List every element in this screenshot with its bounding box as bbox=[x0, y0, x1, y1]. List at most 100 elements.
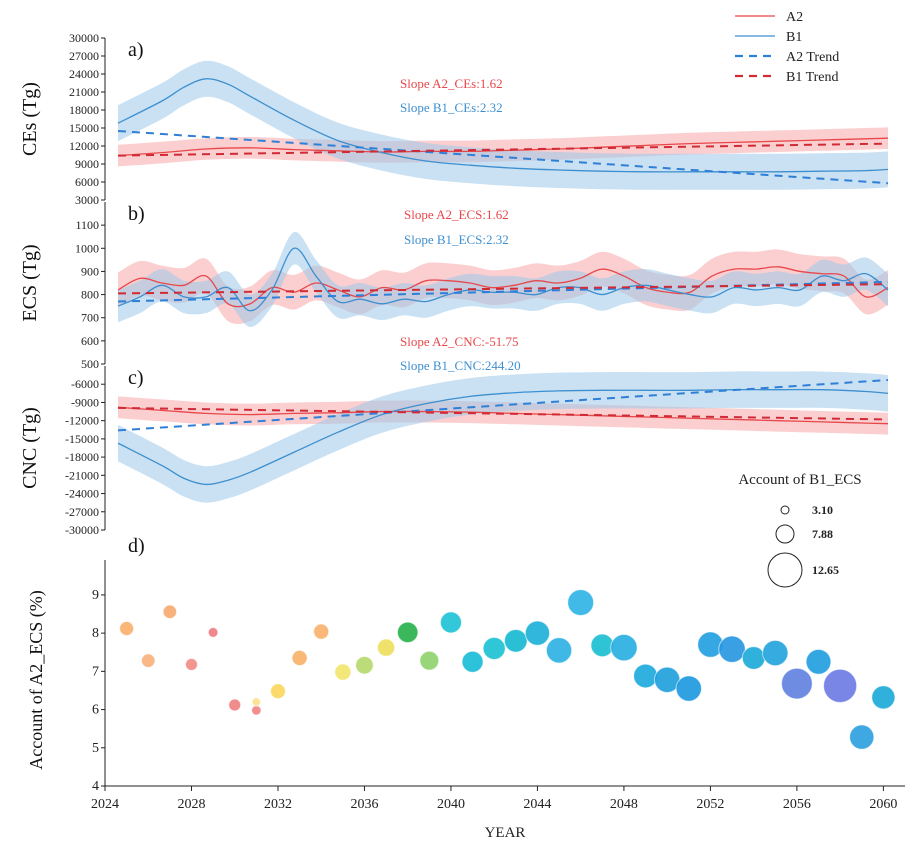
size-legend-circle bbox=[775, 524, 795, 544]
scatter-point bbox=[419, 650, 440, 671]
size-legend-title: Account of B1_ECS bbox=[738, 472, 861, 488]
x-tick-label: 2060 bbox=[869, 797, 897, 812]
y-tick-label: 27000 bbox=[69, 49, 99, 63]
line-legend: A2 B1 A2 Trend B1 Trend bbox=[735, 10, 839, 85]
slope-label: Slope A2_CEs:1.62 bbox=[400, 76, 503, 91]
series-a2 bbox=[117, 266, 889, 308]
band-a2 bbox=[118, 127, 888, 167]
scatter-point bbox=[610, 633, 638, 662]
y-tick-label: 30000 bbox=[69, 31, 99, 45]
panel-label: a) bbox=[128, 39, 144, 61]
legend-label: A2 bbox=[786, 10, 803, 25]
scatter-point bbox=[849, 724, 875, 750]
y-tick-label: 4 bbox=[92, 779, 99, 794]
y-tick-label: 1100 bbox=[75, 218, 99, 232]
size-legend: Account of B1_ECS 3.10 7.88 12.65 bbox=[738, 472, 862, 588]
y-tick-label: 7 bbox=[92, 664, 99, 679]
scatter-point bbox=[251, 697, 262, 707]
trend-a2-trend bbox=[117, 130, 889, 185]
panel-label: d) bbox=[128, 535, 145, 557]
scatter-point bbox=[119, 621, 135, 637]
trend-a2-trend bbox=[117, 378, 889, 432]
size-legend-circle bbox=[780, 505, 790, 515]
scatter-point bbox=[545, 637, 573, 664]
x-tick-label: 2048 bbox=[610, 797, 638, 812]
series-b1 bbox=[117, 388, 889, 486]
y-tick-label: -6000 bbox=[71, 377, 99, 391]
y-tick-label: 900 bbox=[81, 264, 99, 278]
band-a2 bbox=[118, 396, 888, 435]
scatter-point bbox=[781, 667, 813, 700]
y-axis-label: Account of A2_ECS (%) bbox=[26, 590, 47, 769]
scatter-point bbox=[207, 627, 219, 638]
scatter-point bbox=[741, 646, 766, 670]
y-tick-label: -21000 bbox=[65, 468, 99, 482]
y-axis-label: CEs (Tg) bbox=[19, 82, 41, 156]
y-tick-label: 9000 bbox=[75, 157, 99, 171]
scatter-point bbox=[718, 635, 746, 663]
scatter-point bbox=[291, 649, 308, 667]
x-tick-label: 2044 bbox=[523, 797, 551, 812]
y-tick-label: 5 bbox=[92, 741, 99, 756]
scatter-point bbox=[140, 653, 156, 668]
scatter-point bbox=[228, 698, 242, 712]
x-tick-label: 2056 bbox=[783, 797, 811, 812]
slope-label: Slope B1_CEs:2.32 bbox=[400, 100, 503, 115]
legend-label: B1 Trend bbox=[786, 70, 839, 85]
scatter-point bbox=[185, 658, 198, 671]
y-tick-label: -9000 bbox=[71, 395, 99, 409]
y-tick-label: 24000 bbox=[69, 67, 99, 81]
y-tick-label: 500 bbox=[81, 357, 99, 371]
x-axis-label: YEAR bbox=[485, 825, 526, 841]
scatter-point bbox=[439, 611, 462, 634]
x-tick-label: 2032 bbox=[264, 797, 292, 812]
slope-label: Slope B1_ECS:2.32 bbox=[404, 232, 509, 247]
scatter-point bbox=[355, 655, 374, 675]
y-tick-label: -24000 bbox=[65, 487, 99, 501]
legend-label: A2 Trend bbox=[786, 50, 839, 65]
slope-label: Slope A2_CNC:-51.75 bbox=[400, 334, 518, 349]
panel-4: 4 5 6 7 8 9 d) Account of A2_ECS (%) 2024 2028 203… bbox=[26, 535, 905, 841]
y-tick-label: 8 bbox=[92, 626, 99, 641]
y-tick-label: 1000 bbox=[75, 241, 99, 255]
x-tick-label: 2028 bbox=[177, 797, 205, 812]
scatter-point bbox=[313, 623, 330, 640]
scatter-point bbox=[376, 638, 396, 657]
scatter-point bbox=[524, 620, 551, 646]
y-tick-label: 6 bbox=[92, 703, 99, 718]
slope-label: Slope B1_CNC:244.20 bbox=[400, 358, 521, 373]
scatter-point bbox=[270, 683, 286, 700]
scatter-point bbox=[482, 636, 506, 660]
scatter-point bbox=[590, 633, 615, 658]
band-b1 bbox=[118, 60, 888, 190]
y-tick-label: -15000 bbox=[65, 432, 99, 446]
trend-b1-trend bbox=[117, 406, 889, 421]
scatter-point bbox=[461, 650, 484, 673]
scatter-point bbox=[762, 639, 789, 667]
scatter-point bbox=[567, 589, 595, 617]
y-tick-label: -12000 bbox=[65, 414, 99, 428]
scatter-point bbox=[162, 604, 178, 619]
scatter-point bbox=[334, 663, 352, 681]
scatter-point bbox=[675, 675, 702, 702]
y-tick-label: 18000 bbox=[69, 103, 99, 117]
band-b1 bbox=[118, 231, 888, 327]
panel-3: -30000 -27000 -24000 -21000 -18000 -15000 -120… bbox=[19, 334, 889, 537]
x-tick-label: 2024 bbox=[91, 797, 119, 812]
x-tick-label: 2052 bbox=[696, 797, 724, 812]
y-tick-label: 12000 bbox=[69, 139, 99, 153]
y-tick-label: 3000 bbox=[75, 193, 99, 207]
y-tick-label: -30000 bbox=[65, 523, 99, 537]
y-axis-label: CNC (Tg) bbox=[19, 407, 41, 489]
y-tick-label: -18000 bbox=[65, 450, 99, 464]
trend-a2-trend bbox=[117, 280, 889, 303]
scatter-point bbox=[396, 621, 419, 644]
x-tick-label: 2040 bbox=[437, 797, 465, 812]
band-b1 bbox=[118, 371, 888, 503]
size-legend-value: 7.88 bbox=[812, 527, 833, 541]
legend-label: B1 bbox=[786, 30, 802, 45]
panel-2: 500 600 700 800 900 1000 1100 b) ECS (Tg) Slope A… bbox=[19, 202, 889, 371]
size-legend-value: 12.65 bbox=[812, 563, 839, 577]
x-tick-label: 2036 bbox=[350, 797, 378, 812]
y-tick-label: 700 bbox=[81, 311, 99, 325]
